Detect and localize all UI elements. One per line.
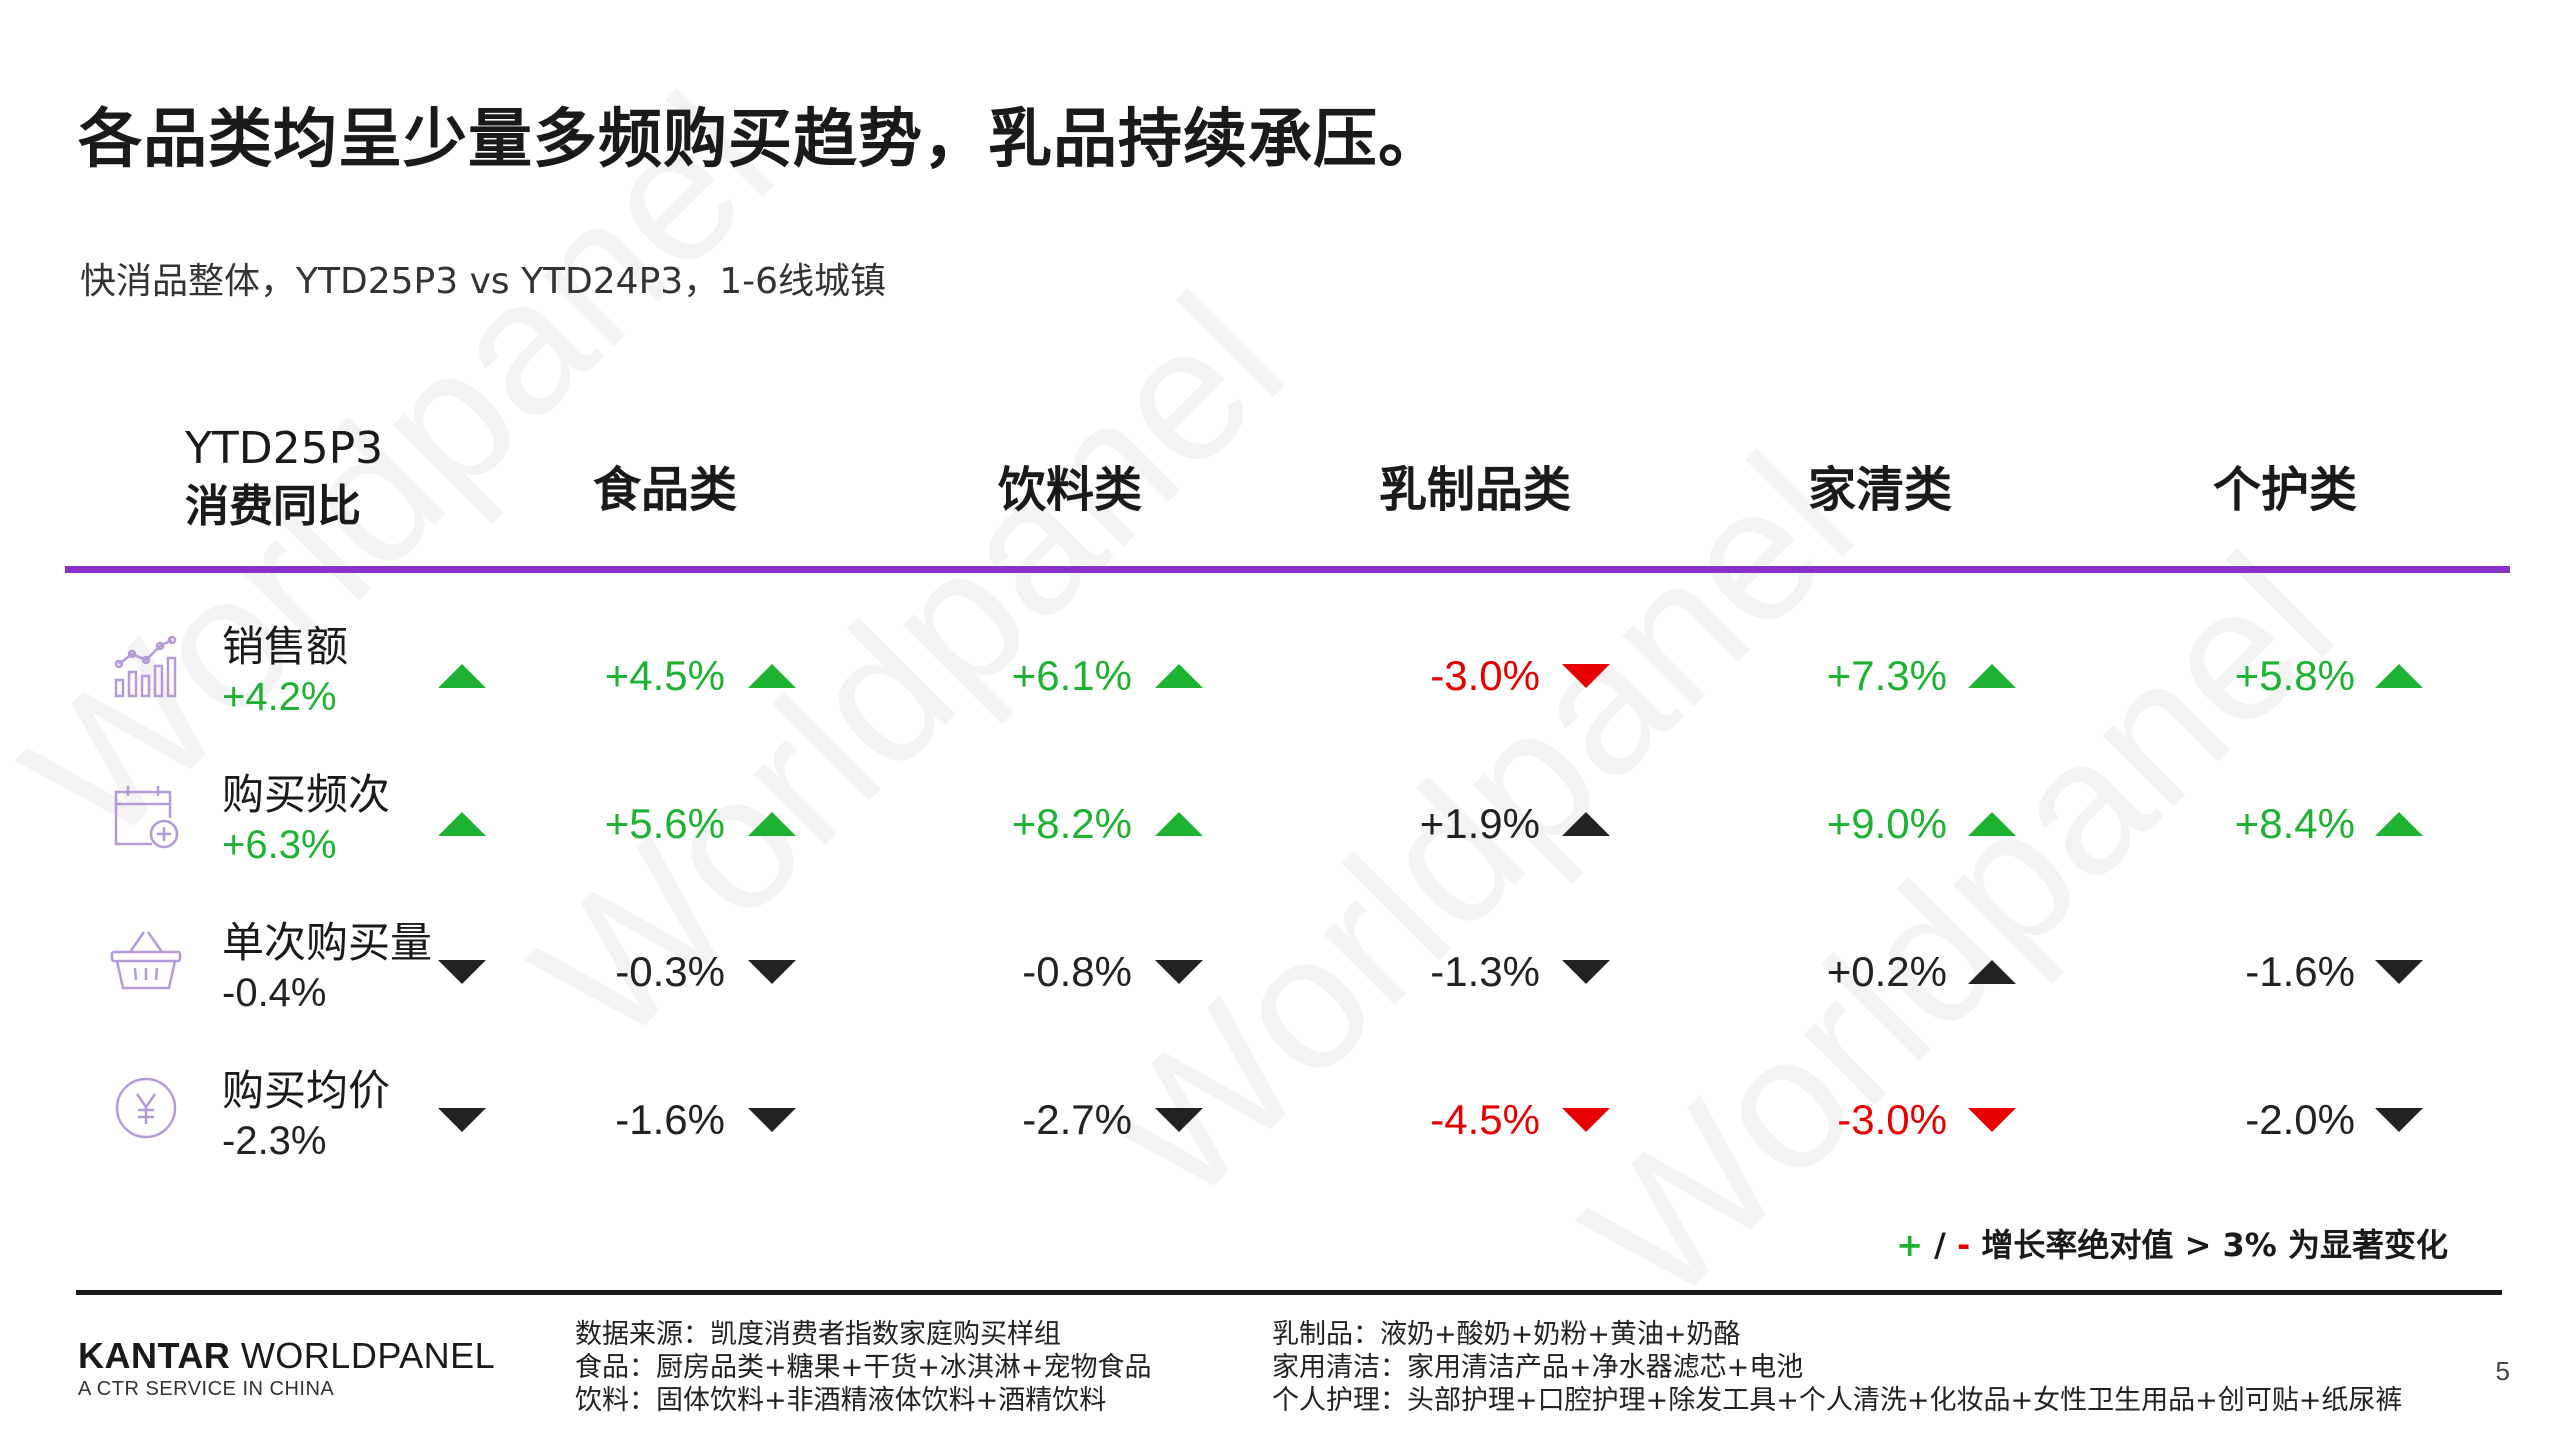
trend-down-icon: [2375, 1108, 2423, 1132]
trend-down-icon: [1562, 960, 1610, 984]
table-corner-header: YTD25P3 消费同比: [185, 420, 383, 536]
trend-up-icon: [1562, 812, 1610, 836]
footnote-dairy: 乳制品：液奶+酸奶+奶粉+黄油+奶酪: [1272, 1319, 1741, 1350]
row-label-frequency: 购买频次 +6.3%: [222, 770, 390, 870]
trend-up-icon: [2375, 812, 2423, 836]
trend-up-icon: [748, 812, 796, 836]
logo-bold: KANTAR: [78, 1335, 231, 1376]
footnotes-right: 乳制品：液奶+酸奶+奶粉+黄油+奶酪 家用清洁：家用清洁产品+净水器滤芯+电池 …: [1272, 1318, 2402, 1417]
trend-up-icon: [2375, 664, 2423, 688]
cell-personal-care: -1.6%: [2245, 948, 2355, 995]
cell-beverage: +8.2%: [1011, 800, 1132, 847]
note-minus: -: [1957, 1226, 1971, 1264]
trend-down-icon: [748, 1108, 796, 1132]
page-subtitle: 快消品整体，YTD25P3 vs YTD24P3，1-6线城镇: [80, 261, 886, 302]
trend-down-icon: [1155, 1108, 1203, 1132]
column-header-food: 食品类: [592, 462, 737, 518]
column-header-personal-care: 个护类: [2212, 462, 2357, 518]
row-name: 单次购买量: [222, 918, 433, 967]
trend-up-icon: [1968, 812, 2016, 836]
cell-food: -1.6%: [615, 1096, 725, 1143]
cell-beverage: -0.8%: [1022, 948, 1132, 995]
row-name: 购买均价: [222, 1066, 391, 1115]
footnote-beverage: 饮料：固体饮料+非酒精液体饮料+酒精饮料: [575, 1385, 1107, 1416]
cell-personal-care: +8.4%: [2234, 800, 2355, 847]
trend-down-icon: [438, 1108, 486, 1132]
footnote-home-care: 家用清洁：家用清洁产品+净水器滤芯+电池: [1272, 1352, 1804, 1383]
trend-down-icon: [2375, 960, 2423, 984]
trend-down-icon: [748, 960, 796, 984]
cell-dairy: -3.0%: [1430, 652, 1540, 699]
trend-up-icon: [438, 664, 486, 688]
cell-home-care: +7.3%: [1826, 652, 1947, 699]
row-label-volume-per-trip: 单次购买量 -0.4%: [222, 918, 432, 1018]
cell-beverage: +6.1%: [1011, 652, 1132, 699]
bar-chart-icon: [114, 635, 177, 698]
cell-home-care: +9.0%: [1826, 800, 1947, 847]
column-header-dairy: 乳制品类: [1378, 462, 1571, 518]
cell-food: -0.3%: [615, 948, 725, 995]
trend-down-icon: [1155, 960, 1203, 984]
trend-up-icon: [748, 664, 796, 688]
page-number: 5: [2495, 1356, 2510, 1386]
cell-home-care: +0.2%: [1826, 948, 1947, 995]
significance-note: + / - 增长率绝对值 > 3% 为显著变化: [1896, 1220, 2448, 1266]
yuan-coin-icon: [115, 1077, 177, 1139]
cell-personal-care: -2.0%: [2245, 1096, 2355, 1143]
footnote-source: 数据来源：凯度消费者指数家庭购买样组: [575, 1319, 1061, 1350]
cell-home-care: -3.0%: [1837, 1096, 1947, 1143]
row-total-value: +4.2%: [222, 675, 337, 719]
corner-metric: 消费同比: [185, 481, 361, 532]
row-label-sales: 销售额 +4.2%: [222, 622, 348, 722]
basket-icon: [110, 931, 182, 990]
logo-subtitle: A CTR SERVICE IN CHINA: [78, 1378, 335, 1400]
footnote-food: 食品：厨房品类+糖果+干货+冰淇淋+宠物食品: [575, 1352, 1152, 1383]
column-header-home-care: 家清类: [1807, 462, 1952, 518]
trend-up-icon: [438, 812, 486, 836]
cell-personal-care: +5.8%: [2234, 652, 2355, 699]
kantar-worldpanel-logo: KANTAR WORLDPANEL: [78, 1335, 495, 1377]
trend-up-icon: [1968, 664, 2016, 688]
trend-up-icon: [1155, 664, 1203, 688]
row-total-value: +6.3%: [222, 823, 337, 867]
trend-up-icon: [1155, 812, 1203, 836]
calendar-add-icon: [114, 786, 179, 849]
row-total-value: -0.4%: [222, 971, 327, 1015]
trend-up-icon: [1968, 960, 2016, 984]
note-plus: +: [1896, 1226, 1924, 1264]
note-slash: /: [1923, 1226, 1957, 1264]
footnotes-left: 数据来源：凯度消费者指数家庭购买样组 食品：厨房品类+糖果+干货+冰淇淋+宠物食…: [575, 1318, 1152, 1417]
trend-down-icon: [1562, 664, 1610, 688]
trend-down-icon: [1968, 1108, 2016, 1132]
logo-rest: WORLDPANEL: [230, 1335, 496, 1376]
row-name: 购买频次: [222, 770, 391, 819]
trend-down-icon: [438, 960, 486, 984]
cell-dairy: -1.3%: [1430, 948, 1540, 995]
note-text: 增长率绝对值 > 3% 为显著变化: [1970, 1226, 2448, 1264]
footnote-personal-care: 个人护理：头部护理+口腔护理+除发工具+个人清洗+化妆品+女性卫生用品+创可贴+…: [1272, 1385, 2403, 1416]
footer-divider: [76, 1290, 2502, 1295]
cell-dairy: +1.9%: [1419, 800, 1540, 847]
row-name: 销售额: [222, 622, 349, 671]
cell-food: +4.5%: [604, 652, 725, 699]
page-title: 各品类均呈少量多频购买趋势，乳品持续承压。: [78, 103, 1443, 177]
cell-beverage: -2.7%: [1022, 1096, 1132, 1143]
cell-dairy: -4.5%: [1430, 1096, 1540, 1143]
trend-down-icon: [1562, 1108, 1610, 1132]
column-header-beverage: 饮料类: [997, 462, 1142, 518]
header-divider: [65, 566, 2510, 573]
corner-period: YTD25P3: [185, 423, 384, 474]
cell-food: +5.6%: [604, 800, 725, 847]
row-total-value: -2.3%: [222, 1119, 327, 1163]
row-label-avg-price: 购买均价 -2.3%: [222, 1066, 390, 1166]
